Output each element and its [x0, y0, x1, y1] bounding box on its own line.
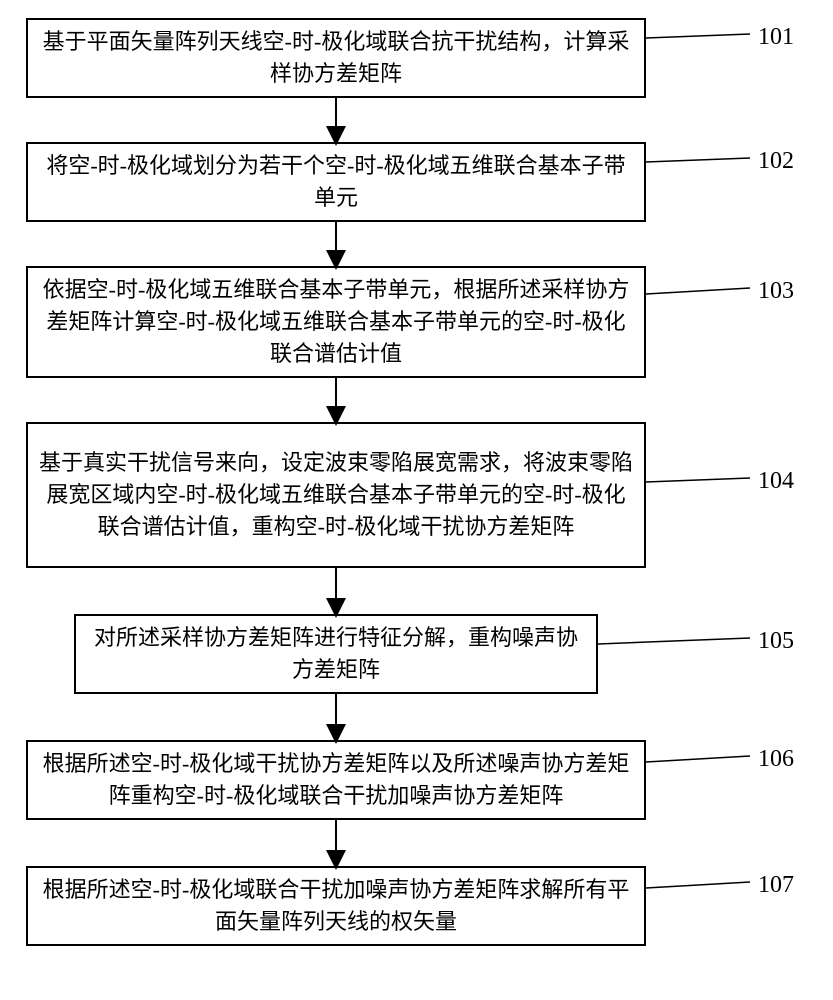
- label-leader: [646, 34, 750, 38]
- label-leader: [646, 756, 750, 762]
- label-leader: [646, 288, 750, 294]
- flow-connectors: [0, 0, 833, 1000]
- label-leader: [646, 882, 750, 888]
- label-leader: [598, 638, 750, 644]
- label-leader: [646, 158, 750, 162]
- flowchart-canvas: 基于平面矢量阵列天线空-时-极化域联合抗干扰结构，计算采样协方差矩阵 将空-时-…: [0, 0, 833, 1000]
- label-leader: [646, 478, 750, 482]
